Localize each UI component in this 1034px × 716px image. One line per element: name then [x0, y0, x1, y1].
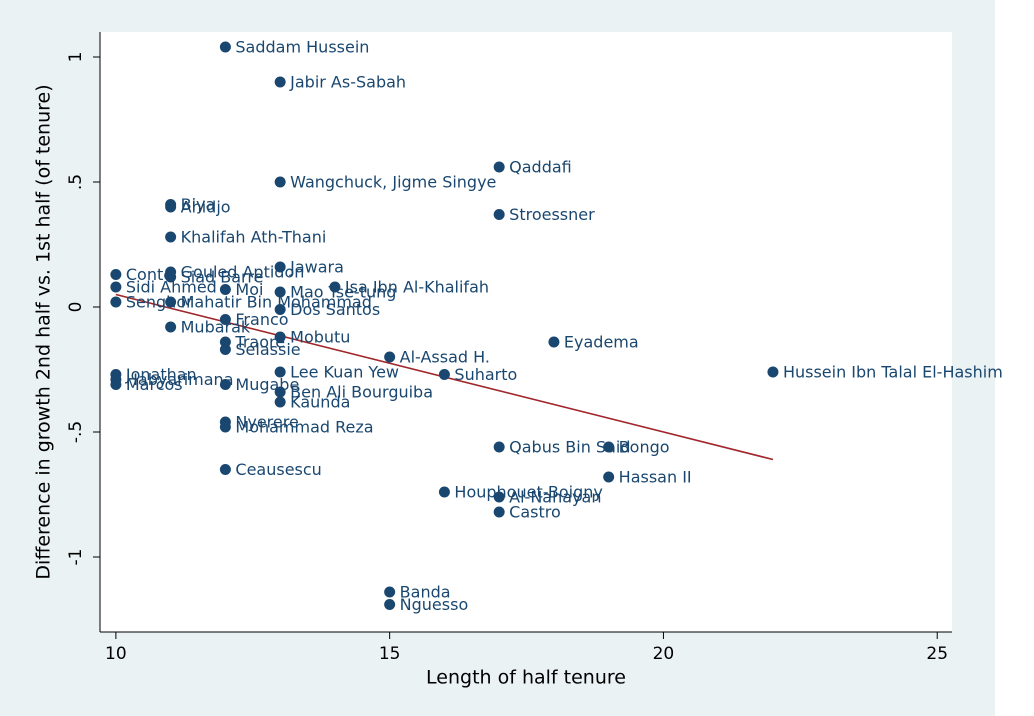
point-label: Al-Assad H. [400, 348, 490, 367]
point-label: Banda [400, 583, 451, 602]
point-label: Lee Kuan Yew [290, 363, 399, 382]
point [219, 379, 231, 390]
point-label: Mahatir Bin Mohammad [181, 293, 372, 312]
point-label: Saddam Hussein [235, 38, 369, 57]
point-label: Suharto [454, 365, 517, 384]
y-axis-title: Difference in growth 2nd half vs. 1st ha… [33, 84, 55, 579]
point-label: Khalifah Ath-Thani [181, 228, 327, 247]
point-label: Sidi Ahmed [126, 278, 217, 297]
point [219, 421, 231, 433]
point [274, 261, 286, 273]
point [493, 491, 505, 503]
point [603, 471, 615, 483]
x-tick-label: 15 [379, 644, 401, 664]
point-label: Stroessner [509, 205, 595, 224]
point-label: Jabir As-Sabah [289, 73, 406, 92]
point [165, 271, 177, 283]
point-label: Traore [234, 333, 285, 352]
x-axis-title: Length of half tenure [426, 667, 626, 689]
point-label: Habyarimana [126, 370, 234, 389]
point [329, 281, 341, 293]
point-label: Mao Tse-tung [290, 283, 396, 302]
point [384, 586, 396, 598]
point-label: Al-Nahayan [509, 488, 601, 507]
point [274, 76, 286, 88]
point-label: Mobutu [290, 328, 350, 347]
point-label: Nyerere [235, 413, 298, 432]
point [384, 351, 396, 363]
point [110, 379, 122, 390]
y-tick-label: 1 [66, 52, 86, 63]
point-label: Castro [509, 503, 561, 522]
point [438, 486, 450, 498]
point-label: Wangchuck, Jigme Singye [290, 173, 496, 192]
point [493, 161, 505, 173]
point [274, 286, 286, 298]
point-label: Mubarak [181, 318, 251, 337]
point [165, 231, 177, 243]
point [274, 386, 286, 398]
point-label: Eyadema [564, 333, 639, 352]
point [219, 464, 231, 475]
point-label: Houphouet-Boigny [454, 483, 602, 502]
point [493, 209, 505, 220]
point-label: Hassan II [619, 468, 692, 487]
point-label: Ahidjo [181, 198, 231, 217]
point-label: Jawara [289, 258, 344, 277]
point-label: Biya [181, 195, 216, 214]
point [110, 281, 122, 293]
point [219, 314, 231, 325]
point [165, 321, 177, 333]
plot-area [100, 32, 952, 632]
point-label: Jonathan [125, 365, 197, 384]
point-label: Gouled Aptidon [181, 263, 305, 282]
x-tick-label: 10 [105, 644, 127, 664]
point-label: Siad Barre [181, 268, 264, 287]
point [767, 366, 779, 378]
point [219, 344, 231, 355]
point-label: Qaddafi [509, 158, 572, 177]
point [274, 331, 286, 343]
point-label: Conte [126, 265, 173, 284]
point-label: Ceausescu [235, 460, 321, 479]
point [274, 176, 286, 188]
point [274, 304, 286, 315]
x-tick-label: 25 [926, 644, 948, 664]
point [493, 441, 505, 453]
point-label: Isa Ibn Al-Khalifah [345, 278, 489, 297]
point [493, 506, 505, 518]
point-label: Nguesso [400, 595, 469, 614]
point [110, 296, 122, 308]
point-label: Qabus Bin Said [509, 438, 630, 457]
y-tick-label: .5 [66, 174, 86, 190]
point-label: Ben Ali Bourguiba [290, 383, 433, 402]
point [165, 296, 177, 308]
point-label: Bongo [619, 438, 670, 457]
point-label: Dos Santos [290, 300, 380, 319]
point [110, 269, 122, 280]
y-tick-label: 0 [66, 302, 86, 313]
point [219, 284, 231, 295]
point-label: Hussein Ibn Talal El-Hashim [783, 363, 1003, 382]
point [165, 201, 177, 213]
point-label: Moi [235, 280, 263, 299]
y-tick-label: -1 [66, 549, 86, 566]
y-tick-label: -.5 [66, 421, 86, 443]
point [548, 336, 560, 348]
point [603, 441, 615, 453]
point [384, 599, 396, 610]
point [219, 41, 231, 53]
point [274, 396, 286, 408]
point-label: Kaunda [290, 393, 350, 412]
point-label: Mohammad Reza [235, 418, 373, 437]
point-label: Senghor [126, 293, 193, 312]
point-label: Selassie [235, 340, 300, 359]
point [274, 366, 286, 378]
x-tick-label: 20 [653, 644, 675, 664]
point [438, 369, 450, 380]
point-label: Franco [235, 310, 288, 329]
point-label: Marcos [126, 375, 183, 394]
